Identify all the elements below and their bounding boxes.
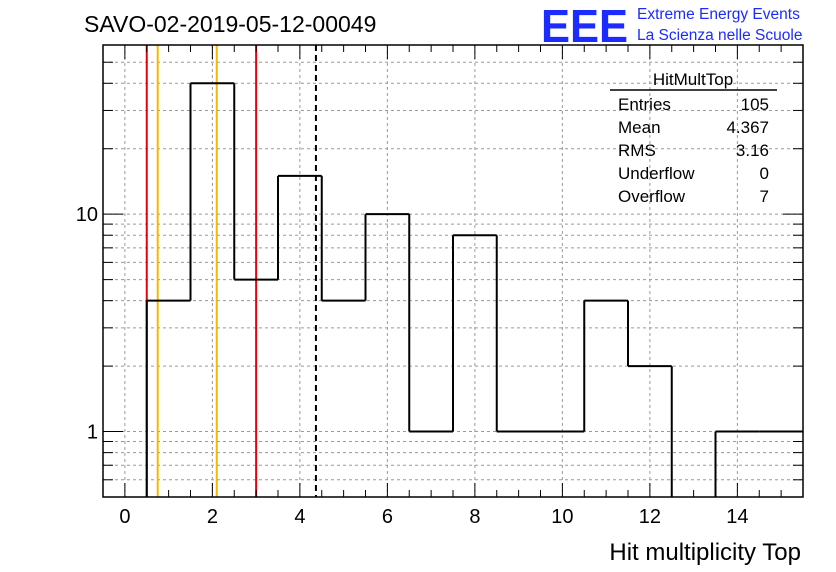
x-tick-label: 12: [639, 506, 661, 528]
chart-title: SAVO-02-2019-05-12-00049: [84, 11, 376, 37]
stats-label-entries: Entries: [618, 95, 671, 114]
logo-line-1: Extreme Energy Events: [637, 6, 800, 23]
x-tick-label: 4: [294, 506, 305, 528]
reference-lines: [145, 45, 317, 497]
stats-label-rms: RMS: [618, 141, 656, 160]
x-tick-label: 6: [382, 506, 393, 528]
stats-value-mean: 4.367: [726, 118, 769, 137]
y-tick-label: 10: [76, 204, 98, 226]
tick-labels: 0 2 4 6 8 10 12 14 1 10: [76, 204, 749, 528]
stats-value-rms: 3.16: [736, 141, 769, 160]
y-tick-label: 1: [87, 422, 98, 444]
histogram-bins: [145, 82, 803, 497]
logo-mark: EEE: [541, 0, 628, 52]
stats-box-title: HitMultTop: [653, 70, 733, 89]
x-tick-label: 8: [469, 506, 480, 528]
stats-value-entries: 105: [741, 95, 769, 114]
stats-label-overflow: Overflow: [618, 187, 686, 206]
eee-logo: EEE Extreme Energy Events La Scienza nel…: [541, 0, 802, 52]
x-tick-label: 0: [119, 506, 130, 528]
stats-value-underflow: 0: [760, 164, 769, 183]
stats-label-underflow: Underflow: [618, 164, 695, 183]
axis-ticks: [102, 44, 804, 498]
stats-label-mean: Mean: [618, 118, 661, 137]
stats-value-overflow: 7: [760, 187, 769, 206]
stats-box: HitMultTop Entries 105 Mean 4.367 RMS 3.…: [610, 70, 777, 206]
x-axis-title: Hit multiplicity Top: [609, 539, 801, 566]
x-tick-label: 10: [551, 506, 573, 528]
x-tick-label: 2: [207, 506, 218, 528]
logo-line-2: La Scienza nelle Scuole: [637, 27, 802, 44]
x-tick-label: 14: [726, 506, 748, 528]
